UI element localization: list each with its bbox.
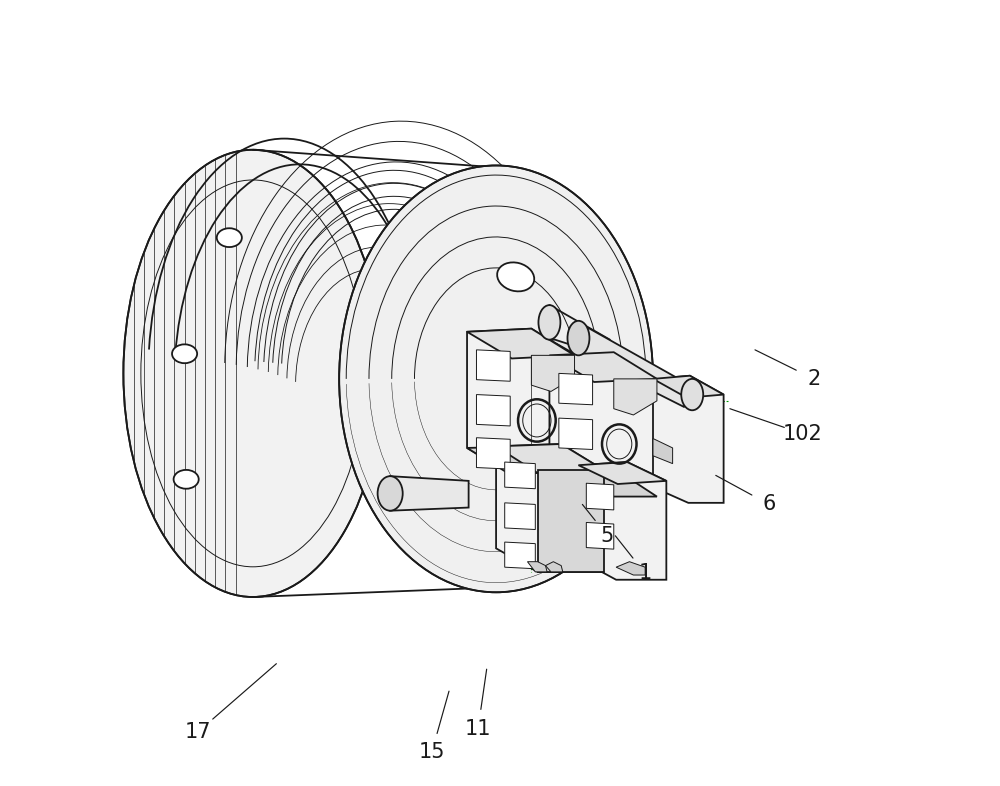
Polygon shape [578, 462, 666, 580]
Polygon shape [653, 439, 673, 464]
Ellipse shape [174, 470, 199, 489]
Polygon shape [549, 470, 657, 497]
Ellipse shape [378, 476, 403, 511]
Ellipse shape [681, 379, 703, 410]
Ellipse shape [123, 150, 382, 597]
Ellipse shape [172, 344, 197, 363]
Polygon shape [476, 395, 510, 426]
Polygon shape [505, 462, 535, 489]
Ellipse shape [339, 166, 653, 593]
Polygon shape [614, 379, 657, 415]
Text: 11: 11 [465, 719, 491, 739]
Text: 1: 1 [639, 564, 652, 583]
Polygon shape [578, 462, 666, 484]
Ellipse shape [533, 360, 566, 401]
Polygon shape [476, 438, 510, 469]
Polygon shape [476, 350, 510, 381]
Polygon shape [616, 562, 645, 575]
Text: 2: 2 [807, 369, 820, 389]
Polygon shape [522, 340, 626, 462]
Polygon shape [496, 444, 604, 572]
Ellipse shape [468, 398, 492, 431]
Polygon shape [467, 329, 575, 358]
Polygon shape [653, 376, 724, 398]
Polygon shape [549, 352, 657, 497]
Polygon shape [505, 503, 535, 530]
Text: 17: 17 [185, 722, 211, 742]
Text: 5: 5 [601, 526, 614, 545]
Polygon shape [653, 376, 724, 503]
Polygon shape [527, 562, 547, 572]
Text: 6: 6 [762, 494, 776, 514]
Polygon shape [390, 476, 469, 511]
Polygon shape [538, 470, 604, 572]
Polygon shape [586, 483, 614, 510]
Polygon shape [549, 352, 657, 382]
Text: 102: 102 [783, 424, 823, 444]
Ellipse shape [217, 228, 242, 247]
Ellipse shape [497, 263, 534, 292]
Polygon shape [586, 523, 614, 549]
Polygon shape [546, 562, 563, 572]
Ellipse shape [538, 305, 560, 340]
Polygon shape [531, 355, 575, 391]
Polygon shape [559, 418, 593, 450]
Text: 15: 15 [418, 742, 445, 762]
Polygon shape [492, 330, 624, 440]
Polygon shape [467, 329, 575, 473]
Ellipse shape [567, 321, 589, 355]
Polygon shape [505, 542, 535, 569]
Polygon shape [578, 322, 684, 407]
Polygon shape [559, 373, 593, 405]
Polygon shape [467, 446, 575, 473]
Polygon shape [496, 444, 604, 473]
